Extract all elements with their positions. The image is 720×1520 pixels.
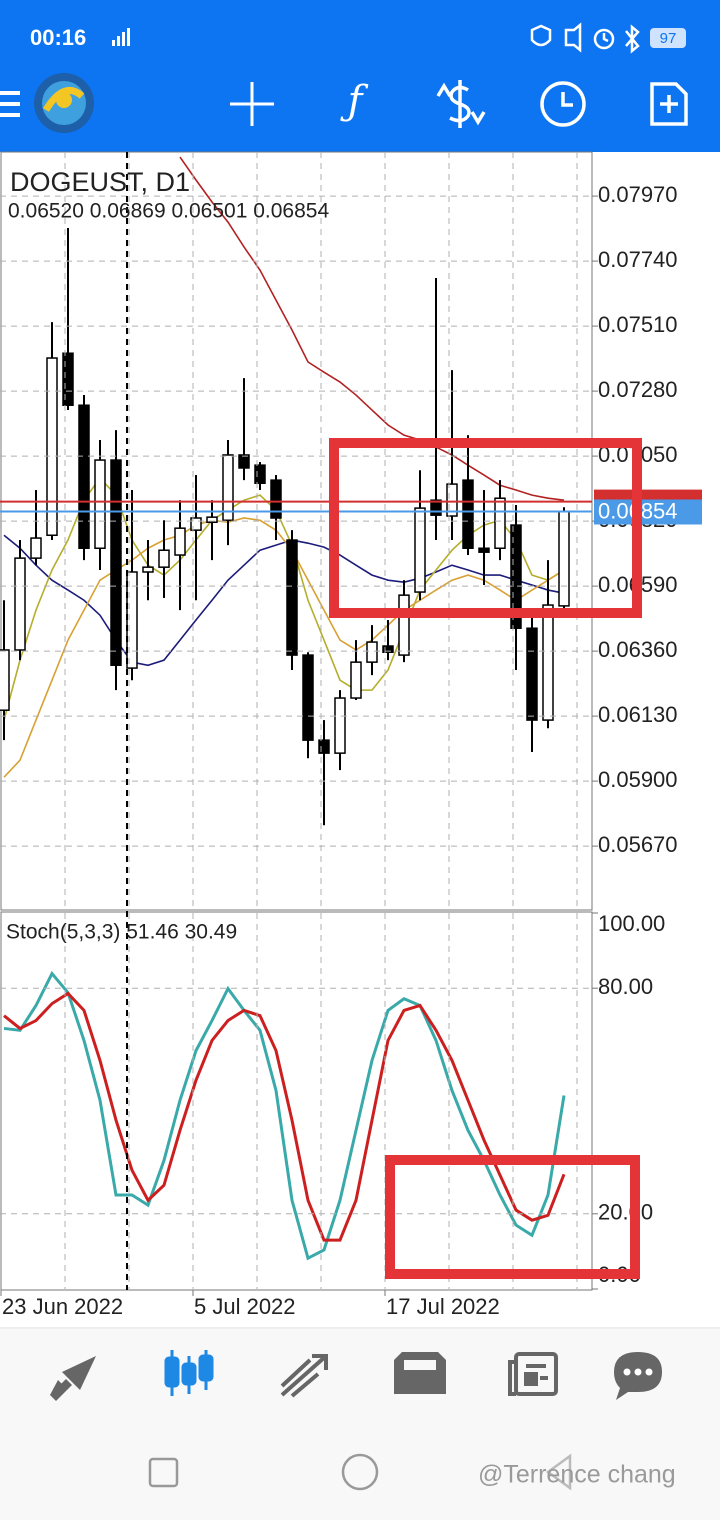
quotes-tab[interactable] — [50, 1356, 96, 1401]
candle-body — [206, 516, 218, 523]
highlight-box — [385, 1155, 640, 1279]
candle-body — [318, 739, 330, 754]
candle-body — [110, 459, 122, 666]
candle-body — [190, 517, 202, 531]
y-tick-label: 100.00 — [598, 911, 665, 936]
candle-body — [286, 539, 298, 656]
plot-area — [3, 970, 566, 1261]
x-tick-label: 5 Jul 2022 — [194, 1294, 296, 1319]
trade-button[interactable] — [436, 80, 486, 128]
signal-icon — [112, 28, 130, 46]
y-tick-label: 0.06130 — [598, 702, 678, 727]
recents-button[interactable] — [148, 1457, 179, 1488]
candle-body — [14, 557, 26, 651]
candle-body — [142, 566, 154, 573]
candle-body — [270, 479, 282, 519]
candle-body — [254, 464, 266, 484]
battery-level: 97 — [660, 30, 677, 47]
messages-tab[interactable] — [614, 1352, 662, 1400]
main-plot-frame — [0, 151, 593, 911]
candle-body — [414, 507, 426, 593]
y-tick-label: 0.05900 — [598, 767, 678, 792]
candle-body — [126, 571, 138, 669]
candle-body — [238, 454, 250, 469]
stoch-chart — [0, 912, 598, 1290]
app-logo — [34, 73, 94, 133]
watermark: @Terrence chang — [478, 1461, 676, 1489]
y-tick-label: 0.05670 — [598, 832, 678, 857]
y-tick-label: 0.06360 — [598, 637, 678, 662]
indicator-line — [3, 534, 565, 667]
main-chart-title: DOGEUST, D1 — [10, 167, 190, 197]
candle-body — [158, 549, 170, 568]
candle-body — [558, 510, 570, 607]
candle-body — [94, 459, 106, 549]
candle-body — [382, 645, 394, 653]
home-button[interactable] — [341, 1453, 379, 1491]
candle-body — [62, 352, 74, 406]
status-icons — [530, 22, 640, 54]
candle-body — [78, 404, 90, 549]
y-tick-label: 0.07510 — [598, 312, 678, 337]
app-bar — [0, 0, 720, 152]
highlight-box — [329, 438, 642, 618]
candle-body — [494, 497, 506, 549]
chart-tab[interactable] — [164, 1350, 214, 1396]
indicator-line — [3, 991, 566, 1242]
status-time: 00:16 — [30, 25, 86, 50]
crosshair-button[interactable] — [230, 82, 274, 126]
history-tab[interactable] — [394, 1352, 446, 1394]
candle-body — [334, 697, 346, 754]
candle-body — [398, 594, 410, 656]
candle-body — [510, 524, 522, 629]
plot-area — [0, 156, 570, 826]
candle-body — [30, 537, 42, 559]
candle-body — [46, 357, 58, 536]
candle-body — [446, 483, 458, 517]
main-chart — [0, 152, 598, 910]
trade-tab[interactable] — [280, 1354, 328, 1398]
candle-body — [462, 479, 474, 549]
candle-body — [366, 641, 378, 663]
candle-body — [222, 454, 234, 522]
stoch-title: Stoch(5,3,3) 51.46 30.49 — [6, 921, 237, 944]
candle-body — [302, 654, 314, 741]
candle-body — [174, 527, 186, 556]
period-button[interactable] — [540, 81, 586, 127]
back-button[interactable] — [545, 1453, 572, 1491]
y-tick-label: 0.07280 — [598, 377, 678, 402]
indicator-line — [3, 517, 565, 778]
candle-body — [478, 547, 490, 553]
y-tick-label: 80.00 — [598, 974, 653, 999]
menu-button[interactable] — [0, 91, 20, 117]
candle-body — [542, 604, 554, 721]
bid-price-tag — [594, 499, 702, 525]
x-tick-label: 23 Jun 2022 — [2, 1294, 123, 1319]
news-tab[interactable] — [508, 1352, 558, 1396]
candle-body — [350, 661, 362, 699]
y-tick-label: 0.07970 — [598, 182, 678, 207]
indicator-line — [3, 970, 566, 1261]
new-order-button[interactable] — [650, 82, 688, 126]
candle-body — [430, 499, 442, 516]
candle-body — [526, 627, 538, 721]
y-tick-label: 20.00 — [598, 1200, 653, 1225]
stoch-plot-frame — [0, 911, 593, 1291]
x-tick-label: 17 Jul 2022 — [386, 1294, 500, 1319]
battery — [650, 28, 686, 48]
bottom-area — [0, 1329, 720, 1520]
candle-body — [0, 649, 10, 711]
y-tick-label: 0.07740 — [598, 247, 678, 272]
ohlc-readout: 0.06520 0.06869 0.06501 0.06854 — [8, 200, 329, 223]
